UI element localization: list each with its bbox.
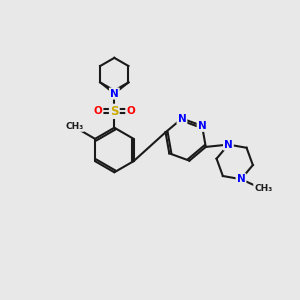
Text: O: O [94, 106, 102, 116]
Text: N: N [178, 113, 186, 124]
Text: O: O [126, 106, 135, 116]
Text: N: N [110, 88, 119, 98]
Text: N: N [198, 121, 206, 131]
Text: CH₃: CH₃ [254, 184, 272, 193]
Text: N: N [237, 174, 245, 184]
Text: N: N [224, 140, 233, 150]
Text: CH₃: CH₃ [65, 122, 83, 131]
Text: S: S [110, 105, 118, 118]
